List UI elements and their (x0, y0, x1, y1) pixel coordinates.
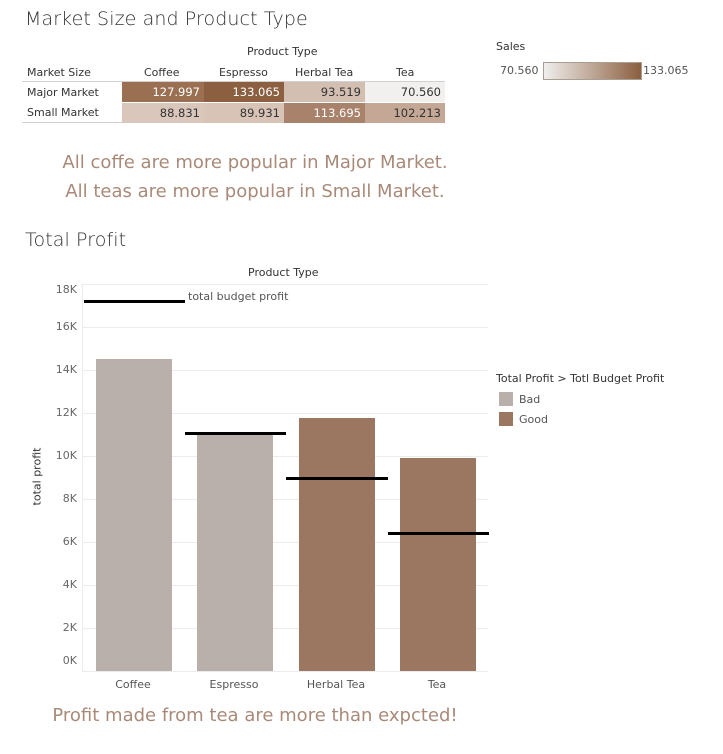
gridline (83, 628, 488, 629)
heatmap-cell: 133.065 (204, 82, 284, 102)
heatmap-title: Market Size and Product Type (25, 8, 308, 30)
y-tick: 6K (62, 535, 77, 548)
profit-insight: Profit made from tea are more than expct… (52, 705, 458, 726)
bar-espresso[interactable] (197, 435, 273, 671)
gridline (83, 284, 488, 285)
x-tick: Tea (427, 678, 447, 691)
profit-legend-title: Total Profit > Totl Budget Profit (496, 372, 665, 385)
column-header: Tea (396, 66, 415, 79)
y-tick: 12K (55, 406, 77, 419)
y-tick: 4K (62, 578, 77, 591)
chart-header: Product Type (248, 266, 319, 279)
bar-tea[interactable] (400, 458, 476, 671)
legend-swatch-good (499, 412, 513, 426)
sales-legend-max: 133.065 (643, 64, 689, 77)
row-header: Market Size (27, 66, 91, 79)
sales-legend-min: 70.560 (500, 64, 539, 77)
insight-line-2: All teas are more popular in Small Marke… (65, 181, 445, 202)
heatmap-cell: 102.213 (365, 102, 445, 123)
legend-item-good[interactable]: Good (499, 412, 548, 426)
gridline (83, 370, 488, 371)
heatmap-cell: 113.695 (284, 102, 365, 123)
gridline (83, 585, 488, 586)
x-tick: Espresso (209, 678, 259, 691)
row-label: Small Market (27, 106, 99, 119)
heatmap-cell: 89.931 (204, 102, 284, 123)
heatmap-cell: 70.560 (365, 82, 445, 102)
sales-legend-title: Sales (496, 40, 526, 53)
budget-line-espresso (185, 432, 286, 435)
budget-line-tea (388, 532, 489, 535)
insight-caption: All coffe are more popular in Major Mark… (0, 148, 510, 206)
y-tick: 14K (55, 363, 77, 376)
insight-line-1: All coffe are more popular in Major Mark… (62, 152, 448, 173)
column-header: Coffee (144, 66, 180, 79)
heatmap-cell: 88.831 (122, 102, 204, 123)
y-tick: 10K (55, 449, 77, 462)
column-group-label: Product Type (247, 45, 318, 58)
heatmap-cell: 127.997 (122, 82, 204, 102)
column-header: Espresso (219, 66, 268, 79)
legend-swatch-bad (499, 392, 513, 406)
y-tick: 8K (62, 492, 77, 505)
gridline (83, 499, 488, 500)
gridline (83, 456, 488, 457)
row-label: Major Market (27, 85, 99, 99)
legend-label: Bad (519, 392, 541, 406)
column-header: Herbal Tea (295, 66, 354, 79)
bar-coffee[interactable] (96, 359, 172, 671)
reference-line-label: total budget profit (188, 290, 289, 303)
gridline (83, 542, 488, 543)
y-tick: 0K (62, 654, 77, 667)
x-tick: Coffee (115, 678, 151, 691)
gridline (83, 327, 488, 328)
sales-color-ramp (543, 62, 642, 80)
y-axis-label: total profit (30, 447, 44, 506)
profit-chart-title: Total Profit (25, 229, 127, 251)
legend-label: Good (519, 412, 548, 426)
budget-line-coffee (84, 300, 185, 303)
plot-area (82, 284, 489, 672)
gridline (83, 671, 488, 672)
y-tick: 2K (62, 621, 77, 634)
y-tick: 18K (55, 283, 77, 296)
heatmap-table: Market Size Coffee Espresso Herbal Tea T… (22, 63, 445, 123)
legend-item-bad[interactable]: Bad (499, 392, 540, 406)
budget-line-herbal-tea (286, 477, 388, 480)
x-tick: Herbal Tea (306, 678, 366, 691)
gridline (83, 413, 488, 414)
y-tick: 16K (55, 320, 77, 333)
heatmap-cell: 93.519 (284, 82, 365, 102)
bar-herbal-tea[interactable] (299, 418, 375, 671)
